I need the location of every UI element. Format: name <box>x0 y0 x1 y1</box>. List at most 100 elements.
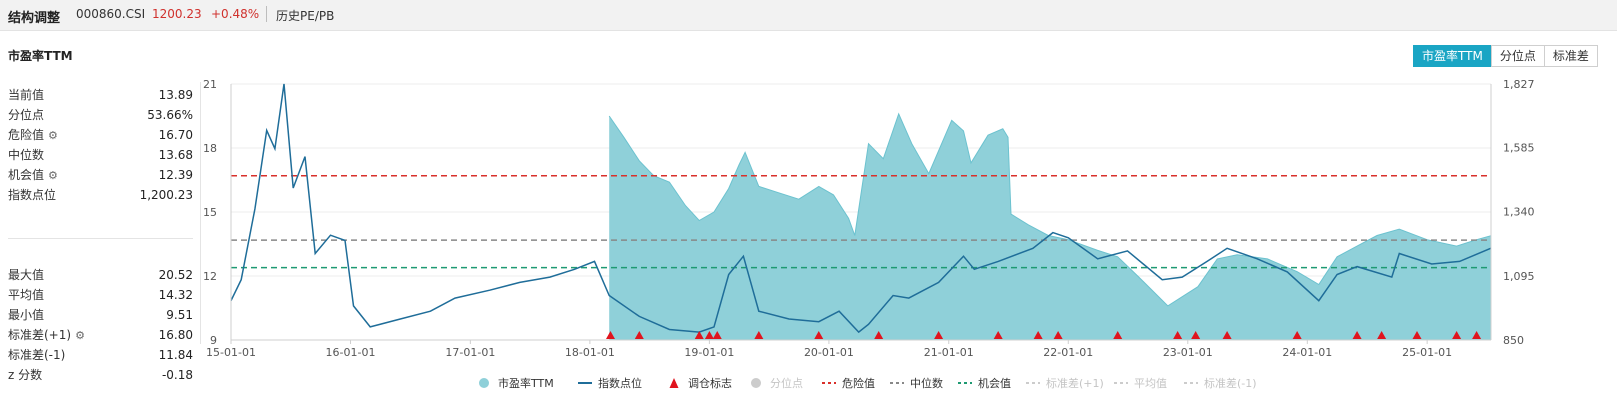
stat-value: 16.70 <box>158 128 193 142</box>
stat-label: 当前值 <box>8 88 45 102</box>
legend-label: 分位点 <box>770 376 803 390</box>
stat-value: -0.18 <box>161 368 193 382</box>
x-tick-label: 20-01-01 <box>804 346 854 359</box>
stat-value: 16.80 <box>158 328 193 342</box>
left-tick-label: 15 <box>203 206 217 219</box>
rebalance-marker <box>1222 331 1232 339</box>
index-points-line <box>230 83 1492 334</box>
stat-label: 标准差(-1) <box>8 348 66 362</box>
legend-item[interactable]: 标准差(-1) <box>1184 376 1257 390</box>
rebalance-marker <box>704 331 714 339</box>
stat-label: z 分数 <box>8 368 43 382</box>
legend-label: 指数点位 <box>598 376 642 390</box>
stat-row: 中位数 13.68 <box>8 146 193 164</box>
x-tick-label: 22-01-01 <box>1043 346 1093 359</box>
x-tick-label: 18-01-01 <box>565 346 615 359</box>
rebalance-marker <box>1452 331 1462 339</box>
legend-item[interactable]: 市盈率TTM <box>479 376 554 390</box>
right-tick-label: 1,585 <box>1503 141 1535 154</box>
right-tick-label: 1,827 <box>1503 78 1535 91</box>
stat-label: 最小值 <box>8 308 45 322</box>
index-name: 结构调整 <box>8 11 61 26</box>
rebalance-marker <box>1352 331 1362 339</box>
legend-dot-icon <box>751 378 761 388</box>
stats-divider <box>8 238 193 239</box>
metric-tabs: 市盈率TTM 分位点 标准差 <box>1413 45 1598 67</box>
stat-value: 9.51 <box>166 308 193 322</box>
stat-row: z 分数 -0.18 <box>8 366 193 384</box>
legend-item[interactable]: 机会值 <box>958 376 1011 390</box>
rebalance-marker <box>606 331 616 339</box>
stat-label: 指数点位 <box>8 188 57 202</box>
legend-item[interactable]: 平均值 <box>1114 377 1167 390</box>
rebalance-marker <box>1191 331 1201 339</box>
rebalance-markers <box>606 331 1482 339</box>
stat-row: 机会值 ⚙ 12.39 <box>8 166 193 184</box>
history-pe-pb-link[interactable]: 历史PE/PB <box>276 9 335 23</box>
tab-percentile[interactable]: 分位点 <box>1490 45 1545 67</box>
left-tick-label: 18 <box>203 142 217 155</box>
gear-icon[interactable]: ⚙ <box>48 169 58 182</box>
x-tick-label: 15-01-01 <box>206 346 256 359</box>
legend-item[interactable]: 指数点位 <box>578 376 642 390</box>
legend-item[interactable]: 中位数 <box>890 376 943 390</box>
rebalance-marker <box>694 331 704 339</box>
legend-item[interactable]: 分位点 <box>751 376 803 390</box>
x-tick-label: 16-01-01 <box>326 346 376 359</box>
stat-label: 分位点 <box>8 108 45 122</box>
stat-row: 危险值 ⚙ 16.70 <box>8 126 193 144</box>
legend-label: 危险值 <box>842 376 875 390</box>
stat-value: 13.89 <box>158 88 193 102</box>
legend-label: 市盈率TTM <box>498 376 554 390</box>
rebalance-marker <box>1292 331 1302 339</box>
top-bar: 结构调整 000860.CSI 1200.23 +0.48% 历史PE/PB <box>0 0 1617 31</box>
legend-label: 调仓标志 <box>688 376 732 390</box>
rebalance-marker <box>814 331 824 339</box>
index-change: +0.48% <box>211 7 260 21</box>
stat-row: 最小值 9.51 <box>8 306 193 324</box>
rebalance-marker <box>874 331 884 339</box>
legend-item[interactable]: 调仓标志 <box>669 376 733 390</box>
gear-icon[interactable]: ⚙ <box>48 129 58 142</box>
right-tick-label: 850 <box>1503 334 1524 347</box>
legend-dot-icon <box>479 378 489 388</box>
rebalance-marker <box>934 331 944 339</box>
rebalance-marker <box>1412 331 1422 339</box>
pe-ttm-line <box>608 112 1492 307</box>
stat-label: 机会值 ⚙ <box>8 166 58 185</box>
x-tick-label: 23-01-01 <box>1163 346 1213 359</box>
tab-pe-ttm[interactable]: 市盈率TTM <box>1413 45 1492 67</box>
stat-label-text: 机会值 <box>8 168 45 182</box>
stat-label: 标准差(+1) ⚙ <box>8 326 85 345</box>
chart-legend: 市盈率TTM 指数点位 调仓标志 分位点 危险值 中位数 机会值 标准差(+1) 平均值 标准差(… <box>479 376 1257 390</box>
legend-label: 机会值 <box>978 376 1011 390</box>
stat-row: 当前值 13.89 <box>8 86 193 104</box>
rebalance-marker <box>1173 331 1183 339</box>
stat-value: 20.52 <box>158 268 193 282</box>
stat-label-text: 危险值 <box>8 128 45 142</box>
section-title: 市盈率TTM <box>8 49 73 63</box>
stat-row: 平均值 14.32 <box>8 286 193 304</box>
x-tick-label: 17-01-01 <box>445 346 495 359</box>
index-price: 1200.23 <box>152 7 202 21</box>
legend-item[interactable]: 危险值 <box>822 376 875 390</box>
stat-row: 分位点 53.66% <box>8 106 193 124</box>
right-tick-label: 1,340 <box>1503 206 1535 219</box>
stat-label: 平均值 <box>8 288 45 302</box>
pe-ttm-area <box>609 113 1491 341</box>
stat-value: 11.84 <box>158 348 193 362</box>
index-code: 000860.CSI <box>76 7 146 21</box>
stat-row: 标准差(+1) ⚙ 16.80 <box>8 326 193 344</box>
legend-label: 中位数 <box>910 376 943 390</box>
axes: 9 12 15 18 21 850 1,095 1,340 1,585 1,827 15-01-01… <box>203 78 1535 359</box>
stat-value: 12.39 <box>158 168 193 182</box>
legend-triangle-icon <box>669 378 679 388</box>
tab-std-dev[interactable]: 标准差 <box>1543 45 1598 67</box>
stat-value: 1,200.23 <box>139 188 193 202</box>
gear-icon[interactable]: ⚙ <box>75 329 85 342</box>
rebalance-marker <box>754 331 764 339</box>
x-tick-label: 21-01-01 <box>924 346 974 359</box>
legend-item[interactable]: 标准差(+1) <box>1026 376 1104 390</box>
stat-label-text: 标准差(+1) <box>8 328 72 342</box>
